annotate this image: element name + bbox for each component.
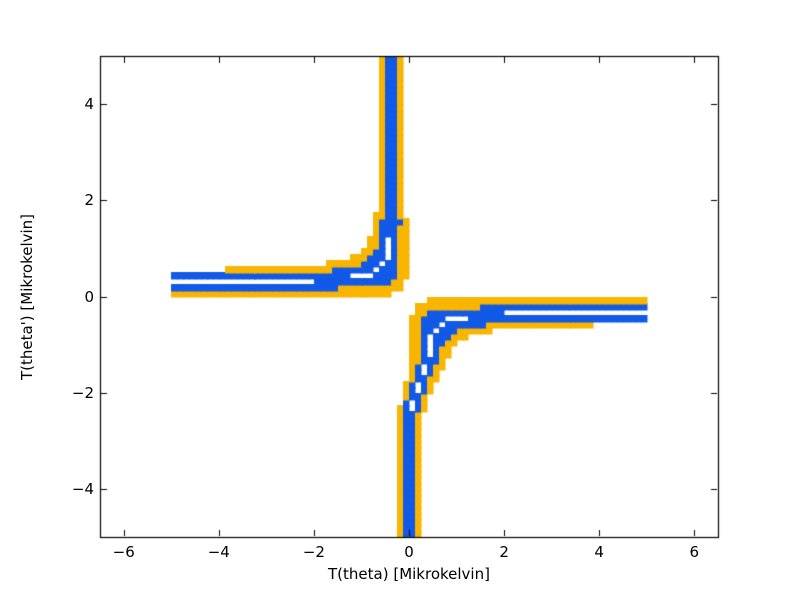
x-axis-label: T(theta) [Mikrokelvin]: [328, 565, 490, 583]
x-tick-label: −4: [207, 543, 230, 561]
y-tick-label: 4: [84, 95, 94, 114]
y-tick-label: −4: [71, 479, 94, 498]
x-tick-label: 4: [594, 543, 604, 561]
y-axis-label: T(theta') [Mikrokelvin]: [18, 213, 36, 381]
x-tick-label: 0: [404, 543, 414, 561]
y-tick-label: −2: [71, 383, 94, 402]
x-tick-label: −6: [112, 543, 135, 561]
y-tick-label: 2: [84, 191, 94, 210]
y-tick-label: 0: [84, 287, 94, 306]
x-tick-label: 2: [499, 543, 509, 561]
x-tick-label: 6: [689, 543, 700, 561]
x-tick-label: −2: [302, 543, 325, 561]
